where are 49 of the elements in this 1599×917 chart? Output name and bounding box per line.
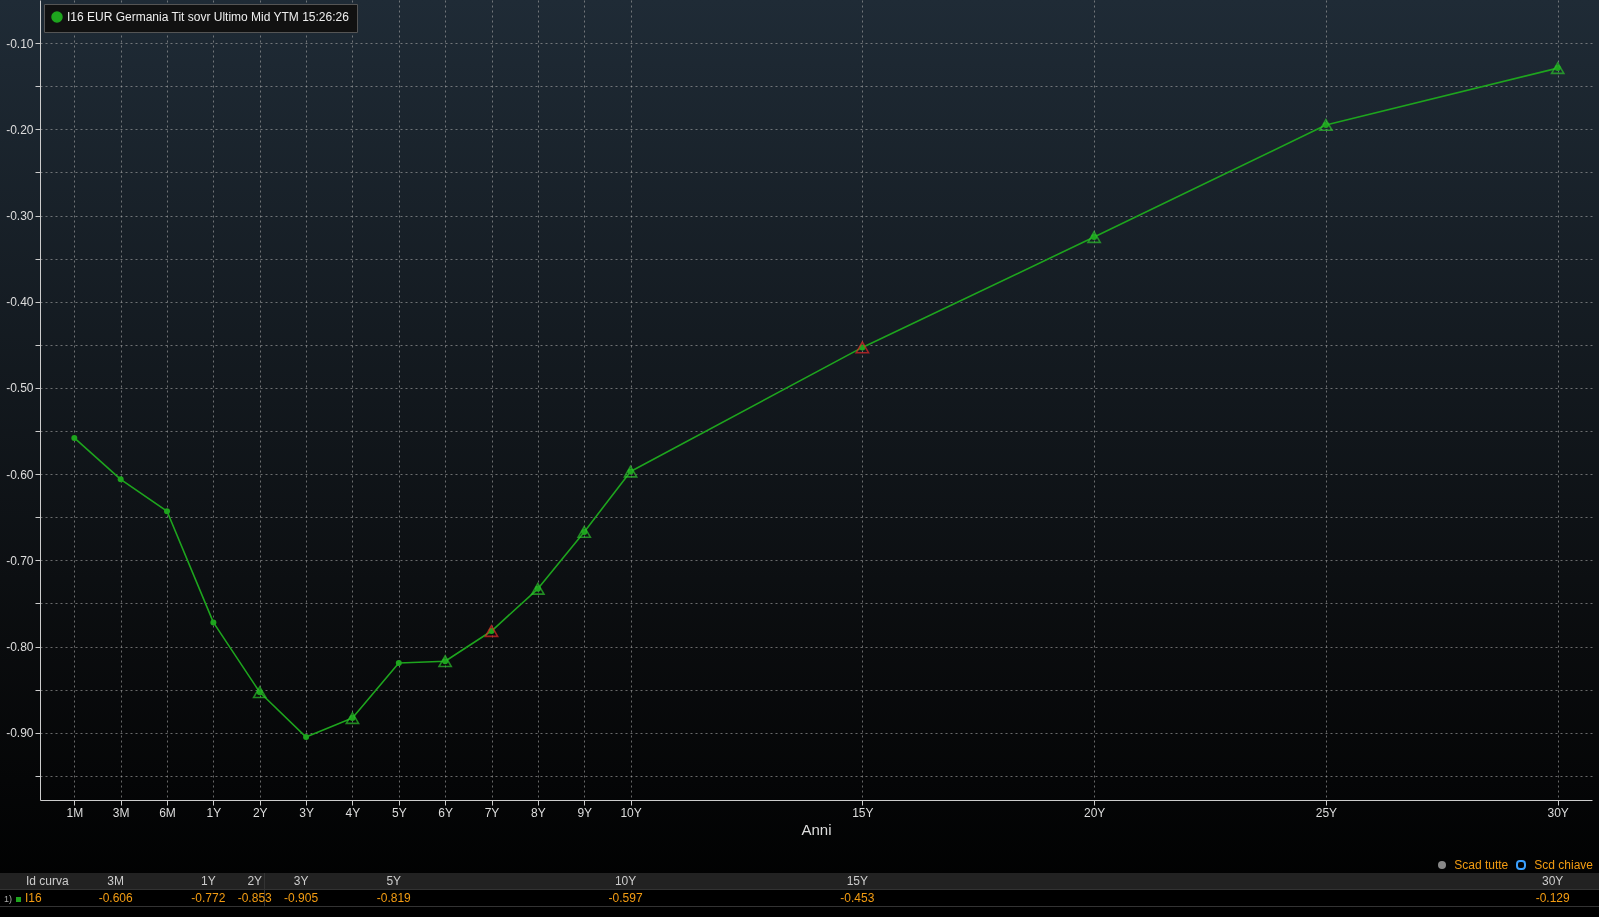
data-label: -0.772 — [190, 890, 227, 906]
x-tick-label: 1M — [66, 805, 84, 820]
category-label: 3Y — [293, 874, 309, 888]
data-label: -0.606 — [97, 890, 134, 906]
x-tick-label: 10Y — [620, 805, 642, 820]
data-label: -0.453 — [839, 890, 876, 906]
category-label: 15Y — [846, 874, 869, 888]
category-label: 2Y — [247, 874, 263, 888]
x-tick-label: 7Y — [484, 805, 500, 820]
y-tick-label: -0.80 — [6, 640, 34, 655]
y-tick-label: -0.30 — [6, 209, 34, 224]
x-tick-label: 9Y — [577, 805, 593, 820]
x-tick-label: 3M — [112, 805, 130, 820]
x-tick-label: 4Y — [345, 805, 361, 820]
x-axis-title: Anni — [801, 820, 832, 838]
legend-label: I16 EUR Germania Tit sovr Ultimo Mid YTM 15:26:26 — [67, 10, 350, 24]
x-tick-label: 30Y — [1547, 805, 1569, 820]
x-tick-label: 5Y — [391, 805, 407, 820]
x-tick-label: 15Y — [852, 805, 874, 820]
category-label: 5Y — [386, 874, 402, 888]
category-label: 3M — [107, 874, 124, 888]
data-label: -0.129 — [1534, 890, 1571, 906]
data-label: -0.853 — [236, 890, 273, 906]
x-tick-label: 2Y — [252, 805, 268, 820]
data-label: -0.905 — [283, 890, 320, 906]
x-tick-label: 8Y — [531, 805, 546, 820]
category-label: 1Y — [201, 874, 216, 888]
y-tick-label: -0.10 — [6, 36, 34, 51]
text: I16 — [25, 891, 42, 905]
y-tick-label: -0.90 — [6, 726, 34, 741]
x-tick-label: 20Y — [1083, 805, 1106, 820]
category-label: 30Y — [1542, 874, 1564, 888]
data-label: -0.597 — [607, 890, 644, 906]
text: Id curva — [26, 874, 69, 888]
y-tick-label: -0.60 — [6, 467, 34, 482]
x-tick-label: 25Y — [1315, 805, 1338, 820]
category-label: 10Y — [614, 874, 637, 888]
y-tick-label: -0.70 — [6, 553, 34, 568]
x-tick-label: 6M — [159, 805, 176, 820]
data-label: -0.819 — [375, 890, 412, 906]
y-tick-label: -0.20 — [6, 122, 34, 137]
text: 1) — [4, 894, 13, 904]
y-tick-label: -0.50 — [6, 381, 34, 396]
text: Scd chiave — [1534, 858, 1593, 872]
y-tick-label: -0.40 — [6, 295, 34, 310]
x-tick-label: 1Y — [206, 805, 222, 820]
x-tick-label: 6Y — [438, 805, 453, 820]
text: Scad tutte — [1454, 858, 1509, 872]
x-tick-label: 3Y — [299, 805, 314, 820]
